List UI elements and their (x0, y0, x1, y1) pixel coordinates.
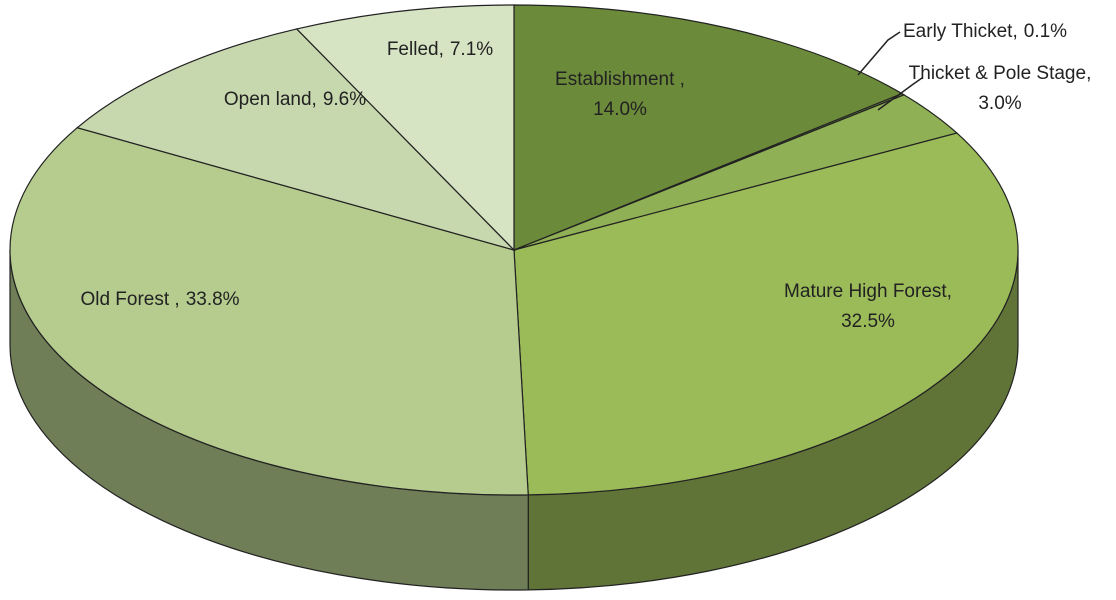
pie-slice (513, 132, 1019, 496)
data-label: Mature High Forest, 32.5% (784, 281, 952, 332)
pie-slice (76, 28, 517, 252)
label-category: Thicket & Pole Stage, (909, 63, 1092, 84)
leader-line (857, 31, 901, 76)
pie-slice (9, 127, 529, 496)
pie-slice (513, 4, 904, 251)
pie-slice (295, 4, 515, 252)
label-category: Open land, (224, 89, 317, 110)
label-category: Mature High Forest, (784, 281, 952, 302)
data-label: Old Forest , 33.8% (80, 289, 239, 310)
data-label: Early Thicket, 0.1% (903, 21, 1067, 42)
label-value: 9.6% (323, 89, 366, 110)
data-label: Open land, 9.6% (224, 89, 366, 110)
data-label: Felled, 7.1% (387, 39, 493, 60)
leader-line (877, 77, 923, 111)
label-category: Establishment , (555, 69, 685, 90)
label-value: 0.1% (1024, 21, 1067, 42)
label-category: Felled, (387, 39, 444, 60)
label-value: 33.8% (186, 289, 240, 310)
label-category: Old Forest , (80, 289, 179, 310)
label-category: Early Thicket, (903, 21, 1018, 42)
data-label: Establishment , 14.0% (555, 69, 685, 120)
label-value: 14.0% (593, 99, 647, 120)
label-value: 7.1% (450, 39, 493, 60)
data-label: Thicket & Pole Stage, 3.0% (909, 63, 1092, 114)
label-value: 32.5% (841, 311, 895, 332)
label-value: 3.0% (978, 93, 1021, 114)
